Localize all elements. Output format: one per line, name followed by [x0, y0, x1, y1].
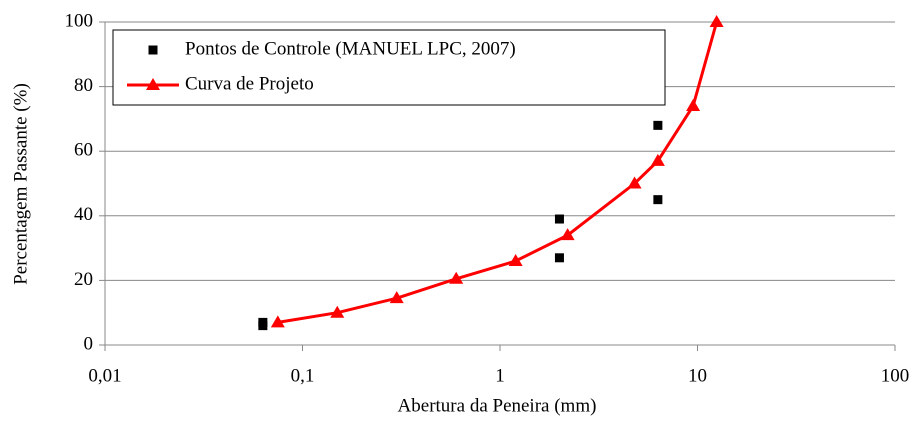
x-axis-label: Abertura da Peneira (mm) [398, 395, 597, 416]
marker [560, 228, 575, 241]
y-tick-label: 60 [74, 140, 93, 161]
y-axis-label: Percentagem Passante (%) [10, 83, 31, 285]
marker [258, 321, 268, 331]
marker [650, 153, 665, 166]
marker [270, 315, 285, 328]
x-tick-label: 0,1 [291, 365, 315, 386]
x-tick-label: 10 [688, 365, 707, 386]
legend-label: Curva de Projeto [185, 73, 314, 94]
line [277, 21, 719, 324]
legend-box [112, 29, 666, 106]
legend-label: Pontos de Controle (MANUEL LPC, 2007) [185, 38, 516, 59]
marker [148, 45, 158, 55]
y-tick-label: 80 [74, 75, 93, 96]
marker [686, 98, 701, 111]
y-tick-label: 100 [65, 10, 94, 31]
marker [554, 253, 564, 263]
marker [389, 291, 404, 304]
marker [653, 120, 663, 130]
marker [508, 254, 523, 267]
y-tick-label: 20 [74, 269, 93, 290]
marker [449, 271, 464, 284]
marker [653, 195, 663, 205]
x-tick-label: 100 [881, 365, 910, 386]
y-tick-label: 40 [74, 204, 93, 225]
marker [627, 176, 642, 189]
x-tick-label: 0,01 [88, 365, 121, 386]
marker [554, 214, 564, 224]
marker [146, 78, 160, 90]
marker [709, 15, 724, 27]
marker [330, 305, 345, 318]
y-tick-label: 0 [84, 333, 94, 354]
x-tick-label: 1 [495, 365, 505, 386]
